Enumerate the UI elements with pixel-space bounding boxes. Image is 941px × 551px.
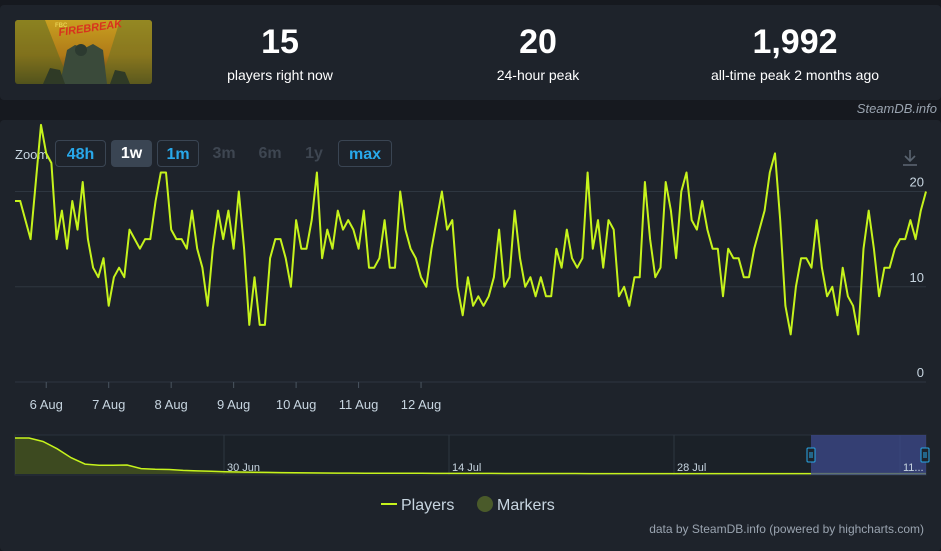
players-chart: 0 10 20 6 Aug 7 Aug 8 Aug 9 Aug 10 Aug 11 Aug 12…: [14, 123, 930, 514]
players-series: [15, 123, 927, 336]
navigator-left-handle[interactable]: [806, 447, 816, 463]
x-tick-label: 10 Aug: [276, 397, 317, 412]
legend-players[interactable]: Players: [381, 497, 454, 514]
navigator-labels: 30 Jun 14 Jul 28 Jul 11...: [227, 462, 924, 474]
navigator-right-handle[interactable]: [920, 447, 930, 463]
x-axis: 6 Aug 7 Aug 8 Aug 9 Aug 10 Aug 11 Aug 12 Aug: [30, 382, 442, 412]
x-tick-label: 9 Aug: [217, 397, 250, 412]
peak-24h-value: 20: [519, 23, 557, 61]
legend-markers-swatch: [477, 496, 493, 512]
alltime-peak-stat: 1,992 all-time peak 2 months ago: [680, 23, 910, 83]
zoom-1m-button[interactable]: 1m: [157, 140, 199, 167]
y-tick-label: 0: [917, 365, 924, 380]
y-tick-label: 10: [910, 270, 924, 285]
navigator-tick-label: 11...: [903, 462, 924, 474]
navigator-area: [15, 438, 926, 474]
x-tick-label: 6 Aug: [30, 397, 63, 412]
thumbnail-text: FBC: [55, 23, 68, 29]
x-tick-label: 7 Aug: [92, 397, 125, 412]
zoom-label: Zoom: [15, 147, 49, 162]
zoom-48h-button[interactable]: 48h: [55, 140, 106, 167]
legend-players-label: Players: [401, 497, 454, 514]
current-players-label: players right now: [227, 67, 333, 83]
zoom-6m-button: 6m: [258, 145, 282, 162]
x-tick-label: 8 Aug: [155, 397, 188, 412]
legend-markers[interactable]: Markers: [477, 496, 555, 514]
game-thumbnail[interactable]: FBC FIREBREAK: [15, 20, 152, 84]
zoom-1y-button: 1y: [305, 145, 323, 162]
navigator-series: [15, 437, 926, 475]
navigator-tick-label: 28 Jul: [677, 462, 706, 474]
game-cover-image: FBC FIREBREAK: [15, 20, 152, 84]
navigator[interactable]: 30 Jun 14 Jul 28 Jul 11...: [14, 434, 930, 476]
y-tick-label: 20: [910, 175, 924, 190]
navigator-background: [14, 434, 927, 476]
navigator-tick-label: 14 Jul: [452, 462, 481, 474]
y-axis: 0 10 20: [910, 175, 924, 380]
chart-panel: Zoom 48h 1w 1m 3m 6m 1y max 0 10 20 6 Aug 7…: [0, 120, 941, 551]
current-players-stat: 15 players right now: [190, 23, 370, 83]
current-players-value: 15: [261, 23, 299, 61]
x-tick-label: 11 Aug: [339, 397, 379, 412]
steamdb-credit[interactable]: SteamDB.info: [856, 101, 937, 116]
stats-panel: FBC FIREBREAK 15 players right now 20 24…: [0, 5, 941, 100]
zoom-3m-button: 3m: [212, 145, 236, 162]
navigator-tick-label: 30 Jun: [227, 462, 260, 474]
alltime-peak-label: all-time peak 2 months ago: [710, 67, 880, 83]
alltime-peak-value: 1,992: [752, 23, 838, 61]
x-tick-label: 12 Aug: [401, 397, 442, 412]
navigator-line: [15, 437, 926, 475]
legend: Players Markers: [381, 496, 555, 514]
highcharts-credit[interactable]: data by SteamDB.info (powered by highcha…: [649, 522, 924, 536]
players-line[interactable]: [15, 123, 927, 336]
peak-24h-stat: 20 24-hour peak: [448, 23, 628, 83]
legend-markers-label: Markers: [497, 497, 555, 514]
peak-24h-label: 24-hour peak: [496, 67, 580, 83]
download-icon[interactable]: [900, 148, 920, 168]
zoom-max-button[interactable]: max: [338, 140, 392, 167]
zoom-1w-button[interactable]: 1w: [111, 140, 152, 167]
navigator-selection[interactable]: [811, 435, 926, 475]
